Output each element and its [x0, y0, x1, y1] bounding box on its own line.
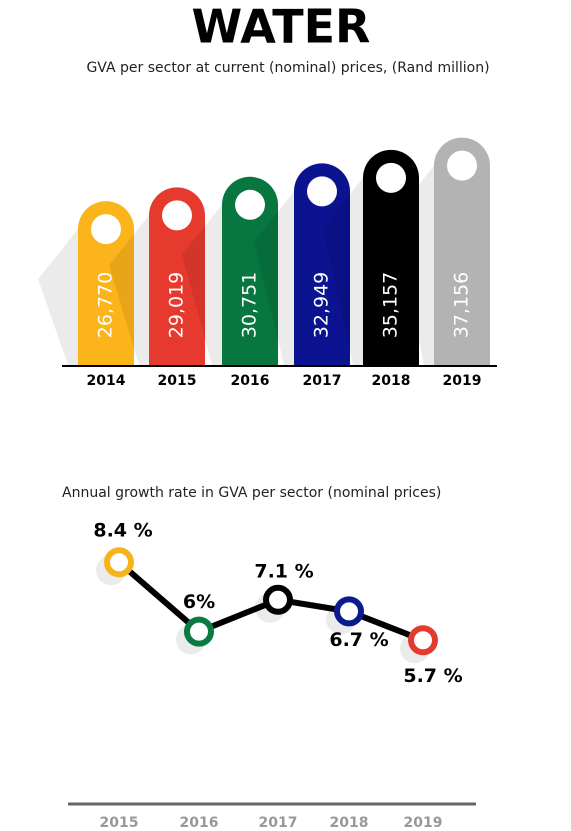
line-title: Annual growth rate in GVA per sector (no…	[62, 485, 441, 501]
bar	[222, 176, 278, 365]
bar-dot	[307, 176, 337, 207]
x-tick-label: 2015	[158, 373, 197, 389]
bar-shadow	[38, 229, 78, 365]
value-label: 5.7 %	[403, 665, 462, 687]
bar-dot	[376, 162, 406, 193]
bar-shadow	[182, 204, 222, 365]
value-label: 35,157	[380, 272, 402, 338]
value-label: 6.7 %	[329, 629, 388, 651]
value-label: 8.4 %	[93, 520, 152, 542]
x-tick-label: 2018	[330, 815, 369, 831]
bar-dot	[447, 150, 477, 181]
bar-dot	[91, 214, 121, 245]
x-tick-label: 2016	[180, 815, 219, 831]
value-label: 37,156	[451, 272, 473, 338]
x-tick-label: 2018	[372, 373, 411, 389]
value-label: 6%	[183, 591, 215, 613]
x-tick-label: 2019	[443, 373, 482, 389]
x-tick-label: 2019	[404, 815, 443, 831]
x-tick-label: 2017	[303, 373, 342, 389]
marker	[263, 584, 293, 615]
bar-shadow	[109, 215, 149, 365]
value-label: 32,949	[311, 272, 333, 338]
marker	[104, 547, 134, 578]
x-tick-label: 2015	[100, 815, 139, 831]
title: WATER	[192, 0, 371, 54]
marker	[184, 616, 214, 647]
x-tick-label: 2016	[231, 373, 270, 389]
subtitle: GVA per sector at current (nominal) pric…	[86, 60, 489, 76]
value-label: 29,019	[166, 272, 188, 338]
bar-shadow	[323, 177, 363, 365]
bar	[294, 163, 350, 365]
bar-shadow	[394, 165, 434, 365]
value-label: 7.1 %	[254, 560, 313, 582]
bar	[363, 149, 419, 365]
x-tick-label: 2014	[87, 373, 126, 389]
bar-dot	[162, 200, 192, 231]
marker	[408, 625, 438, 656]
marker	[334, 596, 364, 627]
bar-dot	[235, 189, 265, 220]
bar-shadow	[254, 191, 294, 365]
x-tick-label: 2017	[259, 815, 298, 831]
bar	[149, 187, 205, 365]
value-label: 26,770	[95, 272, 117, 338]
value-label: 30,751	[239, 272, 261, 338]
bar	[434, 137, 490, 365]
bar	[78, 201, 134, 365]
